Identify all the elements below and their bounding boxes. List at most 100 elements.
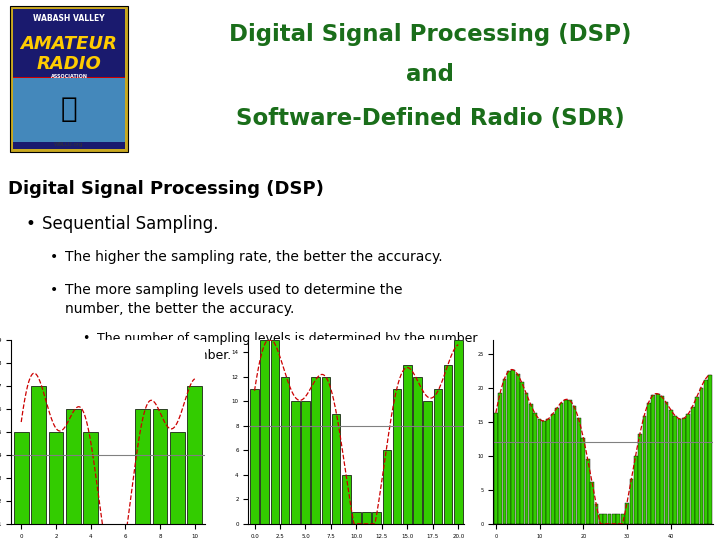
- Bar: [281, 377, 289, 524]
- Bar: [696, 397, 699, 524]
- Text: The higher the sampling rate, the better the accuracy.: The higher the sampling rate, the better…: [65, 249, 443, 264]
- Bar: [582, 437, 585, 524]
- Bar: [322, 377, 330, 524]
- Bar: [301, 401, 310, 524]
- Bar: [586, 459, 590, 524]
- Bar: [603, 514, 607, 524]
- Bar: [342, 475, 351, 524]
- Bar: [352, 511, 361, 524]
- Bar: [101, 524, 115, 540]
- Bar: [682, 418, 685, 524]
- Text: RADIO: RADIO: [37, 55, 102, 73]
- Text: The number of sampling levels is determined by the number: The number of sampling levels is determi…: [97, 332, 477, 345]
- Bar: [621, 514, 624, 524]
- Bar: [13, 78, 125, 141]
- Bar: [542, 421, 546, 524]
- Bar: [498, 393, 502, 524]
- Text: •: •: [50, 249, 58, 264]
- Bar: [660, 396, 664, 524]
- Text: Digital Signal Processing (DSP): Digital Signal Processing (DSP): [229, 23, 631, 46]
- Bar: [332, 414, 341, 524]
- Bar: [525, 393, 528, 524]
- Bar: [48, 432, 63, 540]
- Text: W9LLU.org: W9LLU.org: [54, 142, 84, 147]
- Bar: [616, 514, 620, 524]
- Bar: [311, 377, 320, 524]
- Bar: [135, 409, 150, 540]
- Bar: [652, 395, 655, 524]
- Bar: [629, 480, 634, 524]
- Bar: [153, 409, 168, 540]
- Bar: [382, 450, 391, 524]
- Bar: [13, 9, 125, 148]
- Bar: [656, 394, 660, 524]
- Text: •: •: [50, 283, 58, 297]
- Bar: [555, 408, 559, 524]
- Bar: [612, 514, 616, 524]
- Bar: [403, 364, 412, 524]
- Bar: [187, 386, 202, 540]
- Bar: [595, 504, 598, 524]
- Bar: [599, 514, 603, 524]
- Bar: [13, 77, 125, 82]
- Bar: [625, 503, 629, 524]
- Text: Sequential Sampling.: Sequential Sampling.: [42, 215, 218, 233]
- Bar: [673, 416, 677, 524]
- Bar: [413, 377, 422, 524]
- Text: •: •: [25, 215, 35, 233]
- Bar: [686, 414, 690, 524]
- Text: •: •: [82, 332, 89, 345]
- Bar: [14, 432, 29, 540]
- Bar: [704, 380, 708, 524]
- Bar: [444, 364, 452, 524]
- Bar: [516, 374, 520, 524]
- Text: and: and: [406, 63, 454, 86]
- Bar: [551, 414, 554, 524]
- Bar: [170, 432, 185, 540]
- Bar: [362, 511, 371, 524]
- Text: of bits in the number.: of bits in the number.: [97, 349, 231, 362]
- Text: ASSOCIATION: ASSOCIATION: [50, 74, 88, 79]
- Bar: [423, 401, 432, 524]
- Bar: [529, 403, 533, 524]
- Bar: [521, 382, 524, 524]
- Bar: [31, 386, 46, 540]
- Bar: [538, 419, 541, 524]
- Text: number, the better the accuracy.: number, the better the accuracy.: [65, 302, 294, 316]
- Bar: [372, 511, 381, 524]
- Bar: [708, 375, 712, 524]
- Bar: [84, 432, 98, 540]
- Bar: [572, 406, 577, 524]
- Bar: [608, 514, 611, 524]
- Bar: [665, 402, 668, 524]
- Bar: [534, 413, 537, 524]
- Bar: [507, 371, 510, 524]
- Bar: [559, 403, 563, 524]
- Bar: [690, 407, 695, 524]
- Text: Digital Signal Processing (DSP): Digital Signal Processing (DSP): [8, 180, 324, 198]
- Text: WABASH VALLEY: WABASH VALLEY: [33, 14, 105, 23]
- Bar: [503, 379, 506, 524]
- Text: The more sampling levels used to determine the: The more sampling levels used to determi…: [65, 283, 402, 297]
- Bar: [511, 370, 516, 524]
- Bar: [454, 340, 463, 524]
- Bar: [271, 340, 279, 524]
- Bar: [678, 418, 681, 524]
- Bar: [546, 419, 550, 524]
- Bar: [10, 6, 128, 152]
- Bar: [494, 413, 498, 524]
- Bar: [669, 410, 672, 524]
- Bar: [647, 403, 651, 524]
- Bar: [634, 456, 638, 524]
- Bar: [250, 389, 259, 524]
- Bar: [66, 409, 81, 540]
- Bar: [291, 401, 300, 524]
- Bar: [118, 524, 132, 540]
- Text: 📻: 📻: [60, 96, 77, 124]
- Bar: [700, 388, 703, 524]
- Bar: [433, 389, 442, 524]
- Bar: [564, 400, 567, 524]
- Bar: [261, 340, 269, 524]
- Text: AMATEUR: AMATEUR: [21, 35, 117, 53]
- Text: Software-Defined Radio (SDR): Software-Defined Radio (SDR): [235, 107, 624, 130]
